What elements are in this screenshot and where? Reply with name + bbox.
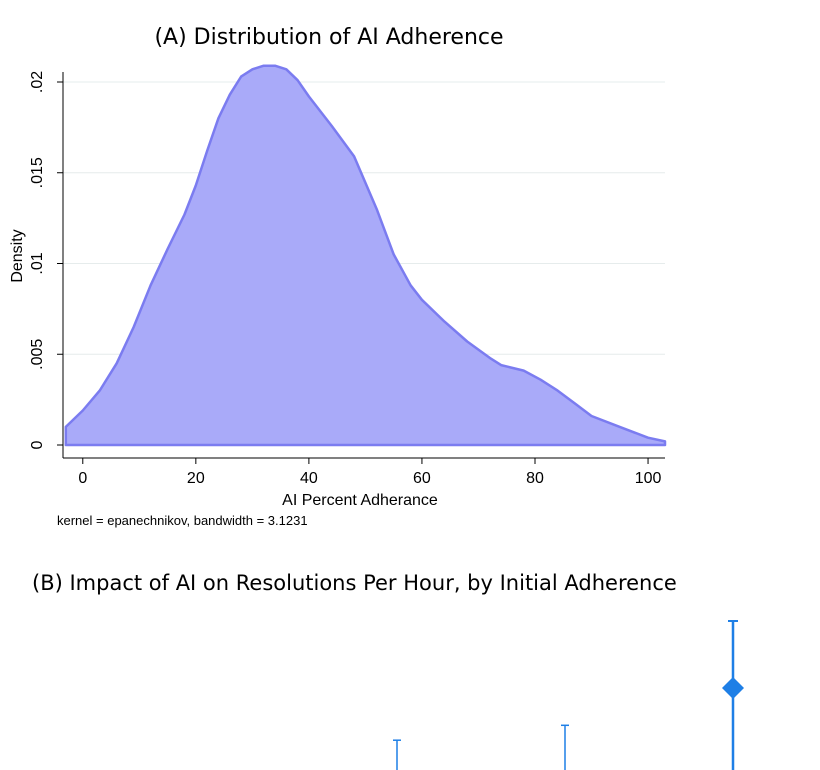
estimate-marker-2 <box>722 677 744 700</box>
x-axis-ticks: 0 20 40 60 80 100 <box>78 458 661 487</box>
y-tick-label-2: .01 <box>29 252 46 274</box>
y-tick-label-1: .005 <box>29 339 46 370</box>
kernel-note: kernel = epanechnikov, bandwidth = 3.123… <box>57 513 308 528</box>
panel-a-axes <box>62 72 665 459</box>
x-tick-label-5: 100 <box>635 470 662 487</box>
x-tick-label-1: 20 <box>187 470 205 487</box>
y-axis-label: Density <box>9 229 26 282</box>
x-axis-label: AI Percent Adherance <box>282 492 438 509</box>
x-tick-label-4: 80 <box>526 470 544 487</box>
density-area <box>64 64 667 447</box>
panel-a-title: (A) Distribution of AI Adherence <box>154 25 503 50</box>
y-axis-ticks: 0 .005 .01 .015 .02 <box>29 71 63 449</box>
x-tick-label-3: 60 <box>413 470 431 487</box>
y-tick-label-4: .02 <box>29 71 46 93</box>
panel-b-marks <box>393 620 744 770</box>
x-tick-label-2: 40 <box>300 470 318 487</box>
x-tick-label-0: 0 <box>78 470 87 487</box>
panel-b-title: (B) Impact of AI on Resolutions Per Hour… <box>32 571 677 595</box>
y-tick-label-3: .015 <box>29 157 46 188</box>
y-tick-label-0: 0 <box>29 440 46 449</box>
